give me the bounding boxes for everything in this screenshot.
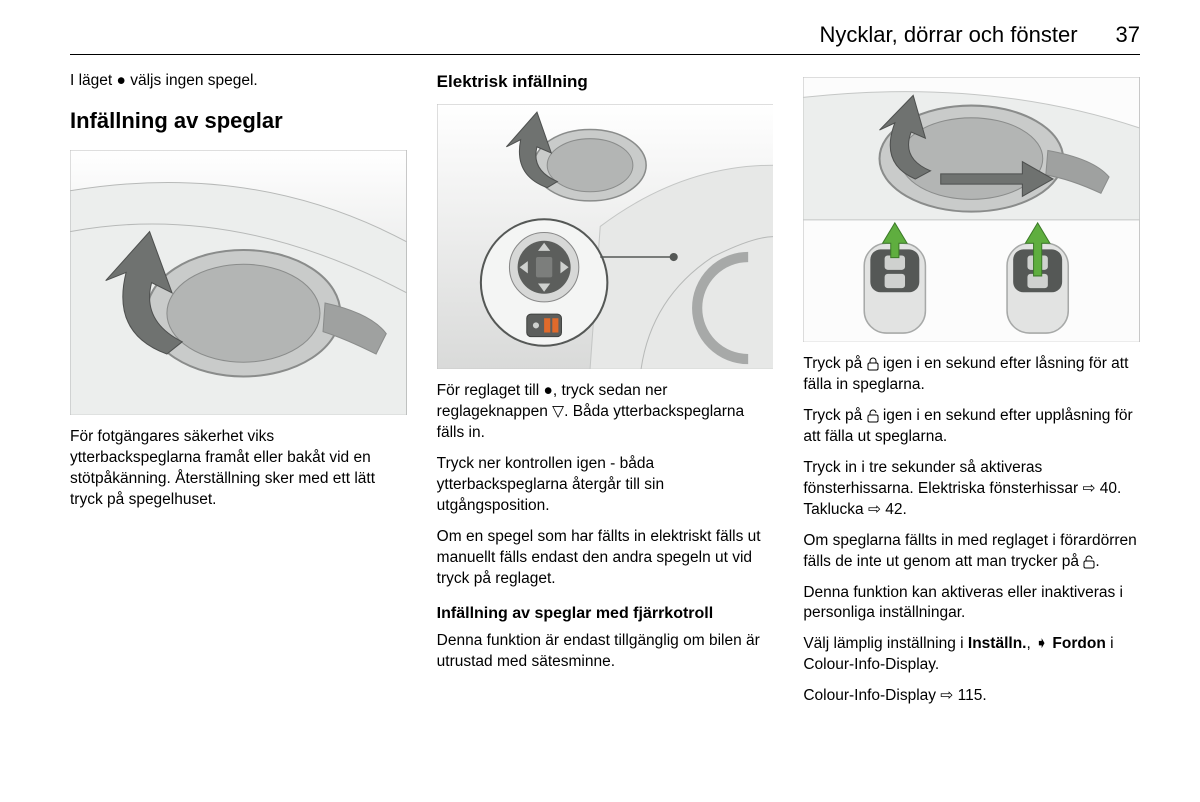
lock-icon <box>867 357 879 371</box>
col2-p1: För reglaget till ●, tryck sedan ner reg… <box>437 381 774 444</box>
page: Nycklar, dörrar och fönster 37 I läget ●… <box>0 0 1200 802</box>
figure-remote-fold <box>803 77 1140 342</box>
heading-infallning: Infällning av speglar <box>70 106 407 136</box>
col3-p6-c: , <box>1026 635 1035 652</box>
col3-p6-b: Inställn. <box>968 635 1027 652</box>
figure-electric-fold <box>437 104 774 369</box>
figure-mirror-fold <box>70 150 407 415</box>
col1-p1: För fotgängares säkerhet viks ytterbacks… <box>70 427 407 511</box>
col2-p2: Tryck ner kontrollen igen - båda ytterba… <box>437 454 774 517</box>
col3-p6-a: Välj lämplig inställning i <box>803 635 968 652</box>
col3-p4-b: . <box>1095 553 1099 570</box>
col3-p6-d: Fordon <box>1052 635 1105 652</box>
col3-p6: Välj lämplig inställning i Inställn., ➧ … <box>803 634 1140 676</box>
intro-text: I läget ● väljs ingen spegel. <box>70 71 407 92</box>
col2-p3: Om en spegel som har fällts in elektrisk… <box>437 527 774 590</box>
col3-p5: Denna funktion kan aktiveras eller inakt… <box>803 583 1140 625</box>
heading-elektrisk: Elektrisk infällning <box>437 71 774 94</box>
heading-fjarrkontroll: Infällning av speglar med fjärrkotroll <box>437 603 774 625</box>
col3-p2-a: Tryck på <box>803 407 866 424</box>
col3-p2: Tryck på igen i en sekund efter upplåsni… <box>803 406 1140 448</box>
col3-p7: Colour-Info-Display ⇨ 115. <box>803 686 1140 707</box>
unlock-icon <box>867 409 879 423</box>
content-columns: I läget ● väljs ingen spegel. Infällning… <box>70 71 1140 717</box>
header-title: Nycklar, dörrar och fönster <box>820 22 1078 48</box>
col3-p4: Om speglarna fällts in med reglaget i fö… <box>803 531 1140 573</box>
col3-p3: Tryck in i tre sekunder så aktiveras fön… <box>803 458 1140 521</box>
column-2: Elektrisk infällning <box>437 71 774 717</box>
column-3: Tryck på igen i en sekund efter låsning … <box>803 71 1140 717</box>
col2-p4: Denna funktion är endast tillgänglig om … <box>437 631 774 673</box>
right-arrow-icon: ➧ <box>1035 635 1048 652</box>
unlock-icon <box>1083 555 1095 569</box>
col3-p1-a: Tryck på <box>803 355 866 372</box>
col3-p1: Tryck på igen i en sekund efter låsning … <box>803 354 1140 396</box>
page-header: Nycklar, dörrar och fönster 37 <box>70 22 1140 55</box>
column-1: I läget ● väljs ingen spegel. Infällning… <box>70 71 407 717</box>
header-page-number: 37 <box>1116 22 1140 48</box>
